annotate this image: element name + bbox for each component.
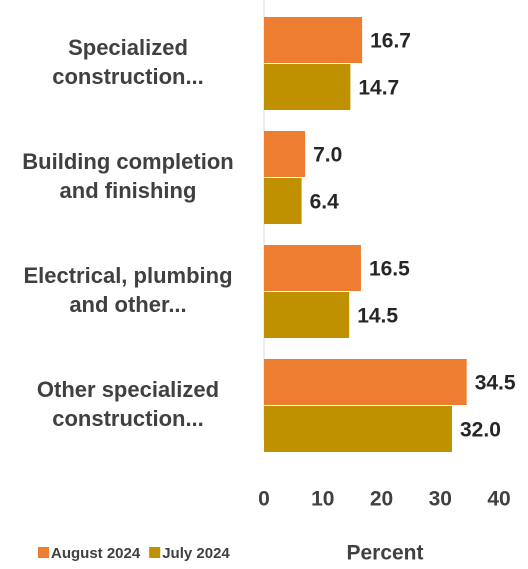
- value-label: 6.4: [310, 191, 340, 214]
- x-tick-label: 0: [258, 488, 270, 511]
- bar: [264, 359, 467, 405]
- x-tick-label: 30: [429, 488, 452, 511]
- value-label: 16.5: [369, 258, 410, 281]
- value-label: 7.0: [313, 144, 342, 167]
- bar: [264, 64, 351, 110]
- bar: [264, 178, 302, 224]
- legend-label: August 2024: [51, 545, 141, 562]
- value-label: 32.0: [460, 419, 501, 442]
- bar: [264, 17, 363, 63]
- value-label: 16.7: [370, 30, 411, 53]
- value-label: 14.7: [358, 77, 399, 100]
- bar: [264, 131, 306, 177]
- legend-swatch: [38, 547, 49, 558]
- x-tick-label: 40: [487, 488, 510, 511]
- value-label: 34.5: [475, 372, 516, 395]
- category-label: Electrical, plumbing and other...: [23, 263, 232, 317]
- x-axis-label: Percent: [346, 542, 423, 565]
- legend-label: July 2024: [162, 545, 230, 562]
- legend-swatch: [149, 547, 161, 558]
- x-tick-label: 20: [370, 488, 393, 511]
- bar: [264, 406, 452, 452]
- value-label: 14.5: [357, 305, 398, 328]
- bar: [264, 292, 350, 338]
- x-tick-label: 10: [311, 488, 334, 511]
- category-label: Specialized construction...: [52, 35, 204, 89]
- category-label: Other specialized construction...: [37, 377, 219, 431]
- bar: [264, 245, 361, 291]
- category-label: Building completion and finishing: [22, 149, 233, 203]
